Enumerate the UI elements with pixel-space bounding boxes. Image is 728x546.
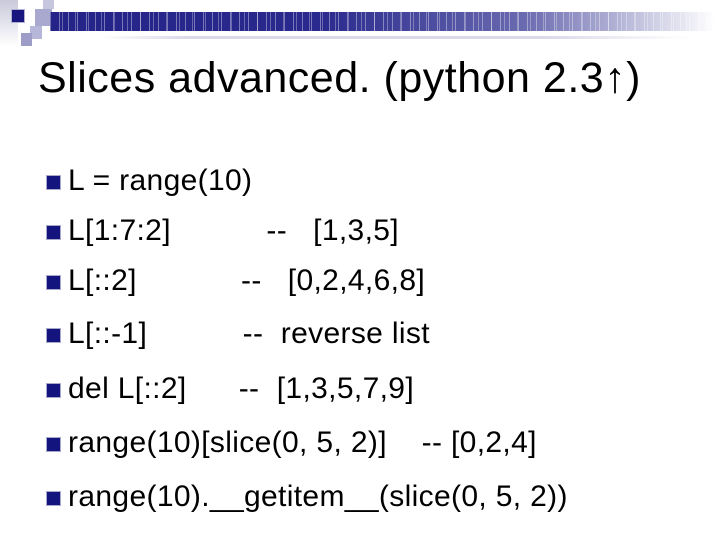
bullet-square-icon	[46, 275, 61, 290]
list-item: L[1:7:2] -- [1,3,5]	[46, 213, 720, 249]
header-gradient-strip	[0, 0, 18, 46]
decor-square-navy	[11, 9, 25, 23]
bullet-text: L[1:7:2] -- [1,3,5]	[68, 214, 399, 247]
bullet-text: del L[::2] -- [1,3,5,7,9]	[68, 372, 415, 405]
list-item: L = range(10)	[46, 163, 720, 199]
header-shadow-band	[100, 36, 690, 39]
bullet-square-icon	[46, 437, 61, 452]
bullet-square-icon	[46, 383, 61, 398]
list-item: L[::2] -- [0,2,4,6,8]	[46, 263, 720, 299]
bullet-square-icon	[46, 225, 61, 240]
slide-title: Slices advanced. (python 2.3↑)	[38, 54, 641, 102]
list-item: del L[::2] -- [1,3,5,7,9]	[46, 371, 720, 407]
list-item: range(10).__getitem__(slice(0, 5, 2))	[46, 479, 720, 515]
bullet-square-icon	[46, 175, 61, 190]
bullet-list: L = range(10) L[1:7:2] -- [1,3,5] L[::2]…	[46, 163, 720, 515]
bullet-square-icon	[46, 328, 61, 343]
decor-square-top	[43, 0, 54, 9]
bullet-text: L[::-1] -- reverse list	[68, 317, 430, 350]
decor-square-mid	[35, 9, 52, 26]
bullet-text: range(10).__getitem__(slice(0, 5, 2))	[68, 480, 568, 513]
list-item: range(10)[slice(0, 5, 2)] -- [0,2,4]	[46, 425, 720, 461]
bullet-text: L = range(10)	[68, 164, 253, 197]
bullet-square-icon	[46, 491, 61, 506]
bullet-text: L[::2] -- [0,2,4,6,8]	[68, 264, 426, 297]
list-item: L[::-1] -- reverse list	[46, 316, 720, 352]
decor-square-below-2	[21, 33, 32, 46]
decor-square-below-1	[30, 26, 42, 39]
header-striped-bar	[50, 12, 728, 31]
bullet-text: range(10)[slice(0, 5, 2)] -- [0,2,4]	[68, 426, 537, 459]
